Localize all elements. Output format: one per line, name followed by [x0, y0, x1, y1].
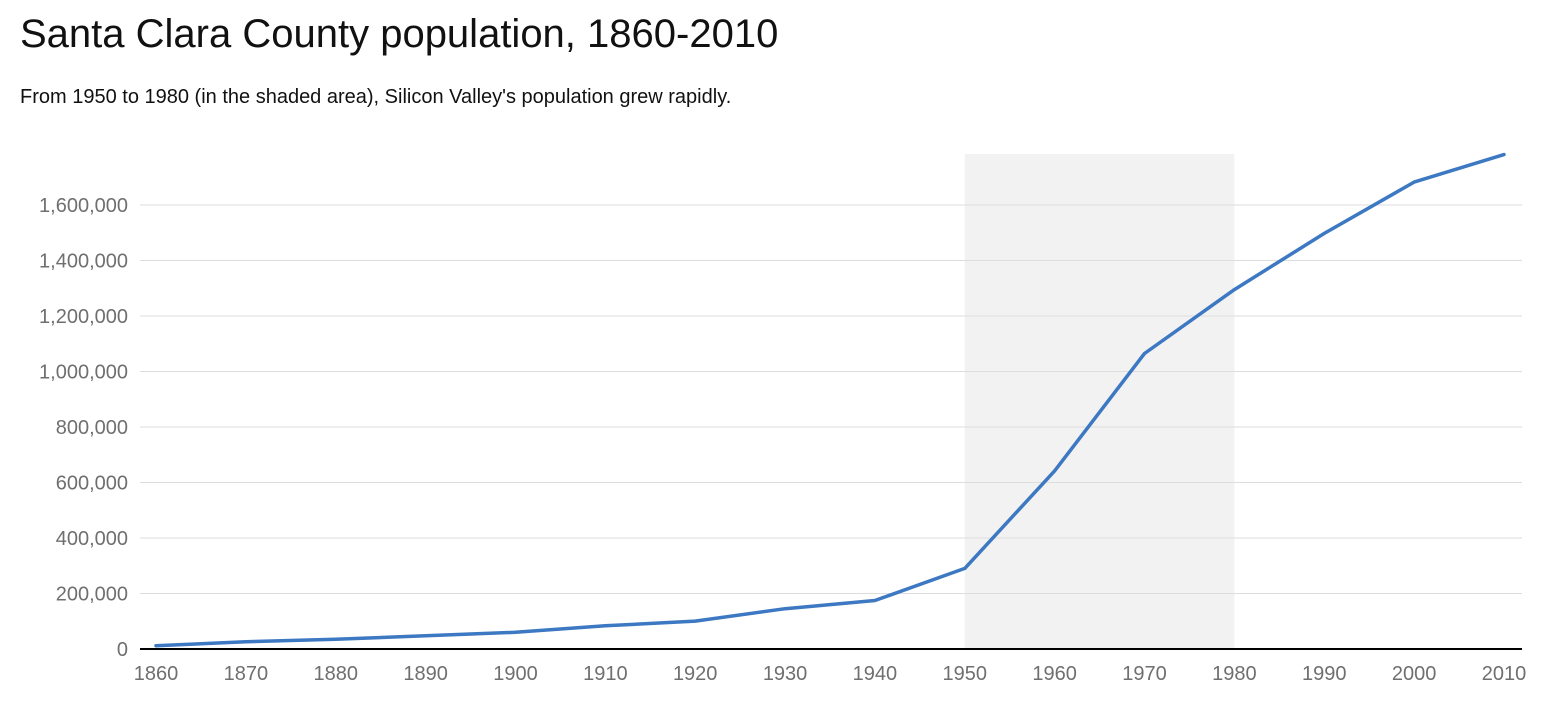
- chart-title: Santa Clara County population, 1860-2010: [20, 12, 779, 56]
- x-tick-label: 2000: [1392, 663, 1437, 685]
- data-point-1880: [334, 637, 338, 641]
- shaded-region-1950-1980: [964, 154, 1235, 649]
- y-tick-label: 400,000: [56, 528, 128, 550]
- x-tick-label: 1940: [853, 663, 898, 685]
- x-tick-label: 1890: [403, 663, 448, 685]
- x-tick-label: 1950: [943, 663, 988, 685]
- y-tick-label: 1,200,000: [39, 306, 128, 328]
- x-tick-label: 1880: [313, 663, 358, 685]
- data-point-2010: [1502, 153, 1506, 157]
- data-point-1980: [1232, 288, 1236, 292]
- x-tick-label: 1870: [224, 663, 269, 685]
- x-tick-label: 2010: [1482, 663, 1527, 685]
- data-point-1860: [154, 644, 158, 648]
- gridlines: [140, 204, 1522, 594]
- series-layer: [154, 152, 1506, 648]
- x-tick-label: 1970: [1122, 663, 1167, 685]
- data-point-1950: [963, 566, 967, 570]
- x-tick-label: 1980: [1212, 663, 1257, 685]
- x-tick-label: 1920: [673, 663, 718, 685]
- x-tick-label: 1990: [1302, 663, 1347, 685]
- series-line: [154, 152, 1506, 648]
- x-tick-label: 1960: [1032, 663, 1077, 685]
- data-point-1920: [693, 619, 697, 623]
- data-point-1890: [424, 634, 428, 638]
- data-point-1960: [1053, 469, 1057, 473]
- data-point-1930: [783, 607, 787, 611]
- x-tick-labels: 1860 1870 1880 1890 1900 1910 1920 1930 1940 1950…: [134, 663, 1527, 685]
- data-point-1970: [1143, 352, 1147, 356]
- data-point-1990: [1322, 231, 1326, 235]
- x-tick-label: 1910: [583, 663, 628, 685]
- x-tick-label: 1900: [493, 663, 538, 685]
- data-point-1940: [873, 598, 877, 602]
- chart-subtitle: From 1950 to 1980 (in the shaded area), …: [20, 86, 732, 108]
- y-tick-label: 800,000: [56, 417, 128, 439]
- shaded-region-layer: [964, 154, 1235, 649]
- y-tick-label: 0: [117, 639, 128, 661]
- y-tick-label: 600,000: [56, 473, 128, 495]
- data-point-1910: [603, 624, 607, 628]
- y-tick-label: 1,600,000: [39, 195, 128, 217]
- x-tick-label: 1860: [134, 663, 179, 685]
- data-point-1870: [244, 640, 248, 644]
- data-point-1900: [513, 630, 517, 634]
- y-tick-labels: 0 200,000 400,000 600,000 800,000 1,000,000 1,…: [39, 195, 128, 661]
- x-tick-label: 1930: [763, 663, 808, 685]
- y-tick-label: 200,000: [56, 584, 128, 606]
- data-point-2000: [1412, 180, 1416, 184]
- y-tick-label: 1,000,000: [39, 362, 128, 384]
- y-tick-label: 1,400,000: [39, 251, 128, 273]
